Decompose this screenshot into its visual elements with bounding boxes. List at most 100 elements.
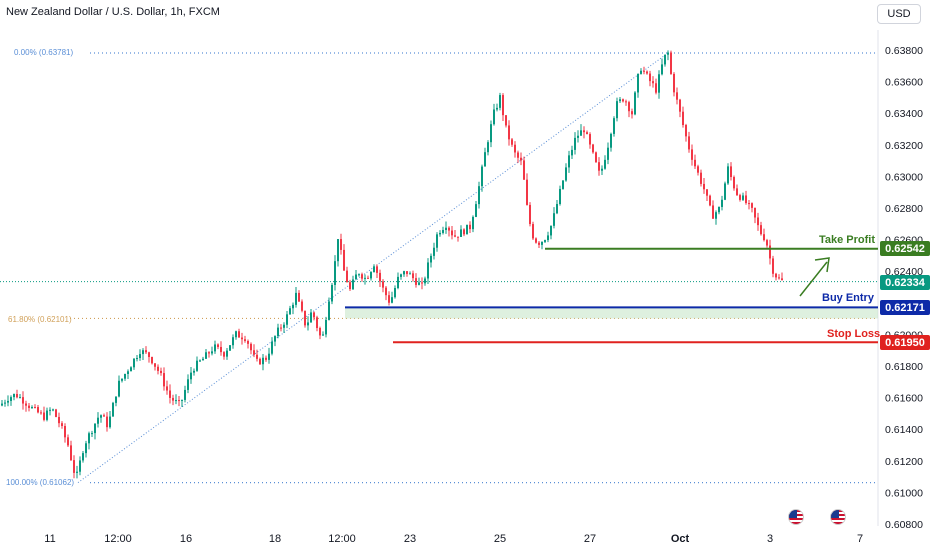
candle-body-127 [382, 281, 384, 288]
candle-body-131 [394, 288, 396, 298]
candle-body-196 [589, 134, 591, 145]
candle-body-248 [745, 195, 747, 204]
candle-body-124 [373, 266, 375, 273]
candle-body-208 [625, 101, 627, 103]
candle-body-103 [310, 312, 312, 323]
candle-body-142 [427, 262, 429, 279]
candles [1, 50, 783, 479]
candle-body-109 [328, 301, 330, 320]
candle-body-257 [772, 258, 774, 274]
candle-body-95 [286, 314, 288, 325]
candle-body-185 [556, 204, 558, 214]
candle-body-186 [559, 188, 561, 205]
candle-body-64 [193, 370, 195, 373]
candle-body-46 [139, 354, 141, 359]
candle-body-63 [190, 372, 192, 380]
candle-body-91 [274, 336, 276, 342]
candle-body-60 [181, 399, 183, 401]
candle-body-235 [706, 189, 708, 196]
candle-body-86 [259, 358, 261, 365]
candle-body-145 [436, 234, 438, 248]
candle-body-226 [679, 99, 681, 112]
candle-body-149 [448, 227, 450, 231]
candle-body-240 [721, 199, 723, 207]
candle-body-79 [238, 331, 240, 338]
candle-body-157 [472, 216, 474, 230]
us-flag-icon[interactable] [830, 509, 846, 525]
candle-body-4 [13, 393, 15, 398]
candle-body-81 [244, 339, 246, 341]
us-flag-icon[interactable] [788, 509, 804, 525]
currency-button[interactable]: USD [877, 4, 921, 24]
candle-body-239 [718, 206, 720, 213]
candle-body-236 [709, 195, 711, 206]
candle-body-21 [64, 425, 66, 438]
candle-body-250 [751, 203, 753, 208]
candle-body-187 [562, 180, 564, 189]
candle-body-191 [574, 137, 576, 150]
candle-body-22 [67, 437, 69, 446]
candle-body-3 [10, 397, 12, 401]
candle-body-172 [517, 152, 519, 158]
candle-body-25 [76, 471, 78, 473]
candle-body-197 [592, 144, 594, 153]
candle-body-13 [40, 412, 42, 414]
chart-title: New Zealand Dollar / U.S. Dollar, 1h, FX… [6, 6, 220, 18]
candle-body-153 [460, 229, 462, 237]
candle-body-207 [622, 99, 624, 102]
candle-body-213 [640, 70, 642, 74]
candle-body-1 [4, 402, 6, 404]
candle-body-166 [499, 95, 501, 108]
candle-body-32 [97, 417, 99, 424]
candle-body-245 [736, 188, 738, 196]
candle-body-159 [478, 186, 480, 205]
candle-body-120 [361, 274, 363, 279]
candle-body-222 [667, 52, 669, 55]
candle-body-140 [421, 282, 423, 284]
candle-body-90 [271, 341, 273, 354]
candle-body-249 [748, 203, 750, 205]
candle-body-178 [535, 238, 537, 243]
candle-body-101 [304, 310, 306, 326]
candle-body-136 [409, 273, 411, 275]
candle-body-175 [526, 179, 528, 205]
candle-body-181 [544, 240, 546, 242]
time-tick-6: 25 [494, 533, 506, 545]
candle-body-6 [19, 397, 21, 399]
candle-body-163 [490, 124, 492, 143]
candle-body-212 [637, 73, 639, 93]
candle-body-8 [25, 403, 27, 406]
candle-body-144 [433, 247, 435, 256]
candle-body-229 [688, 136, 690, 150]
candle-body-216 [649, 73, 651, 82]
candle-body-62 [187, 379, 189, 390]
candle-body-41 [124, 373, 126, 379]
candle-body-219 [658, 74, 660, 93]
time-tick-8: Oct [671, 533, 690, 545]
candle-body-2 [7, 400, 9, 403]
candle-body-199 [598, 162, 600, 171]
projection-arrow [799, 257, 830, 297]
candle-body-151 [454, 235, 456, 237]
candle-body-234 [703, 183, 705, 190]
candle-body-99 [298, 292, 300, 302]
candle-body-260 [781, 278, 783, 281]
candle-body-11 [34, 406, 36, 408]
candle-body-237 [712, 205, 714, 219]
candle-body-0 [1, 403, 3, 406]
candle-body-48 [145, 350, 147, 353]
candle-body-138 [415, 278, 417, 285]
candle-body-116 [349, 282, 351, 290]
candle-body-202 [607, 147, 609, 160]
candle-body-218 [655, 83, 657, 93]
time-tick-0: 11 [44, 533, 55, 545]
candle-body-36 [109, 416, 111, 428]
candle-body-71 [214, 344, 216, 352]
candle-body-5 [16, 393, 18, 398]
candle-body-89 [268, 353, 270, 360]
candle-body-7 [22, 397, 24, 404]
candle-body-192 [577, 135, 579, 138]
candle-body-232 [697, 166, 699, 173]
candle-body-113 [340, 239, 342, 250]
